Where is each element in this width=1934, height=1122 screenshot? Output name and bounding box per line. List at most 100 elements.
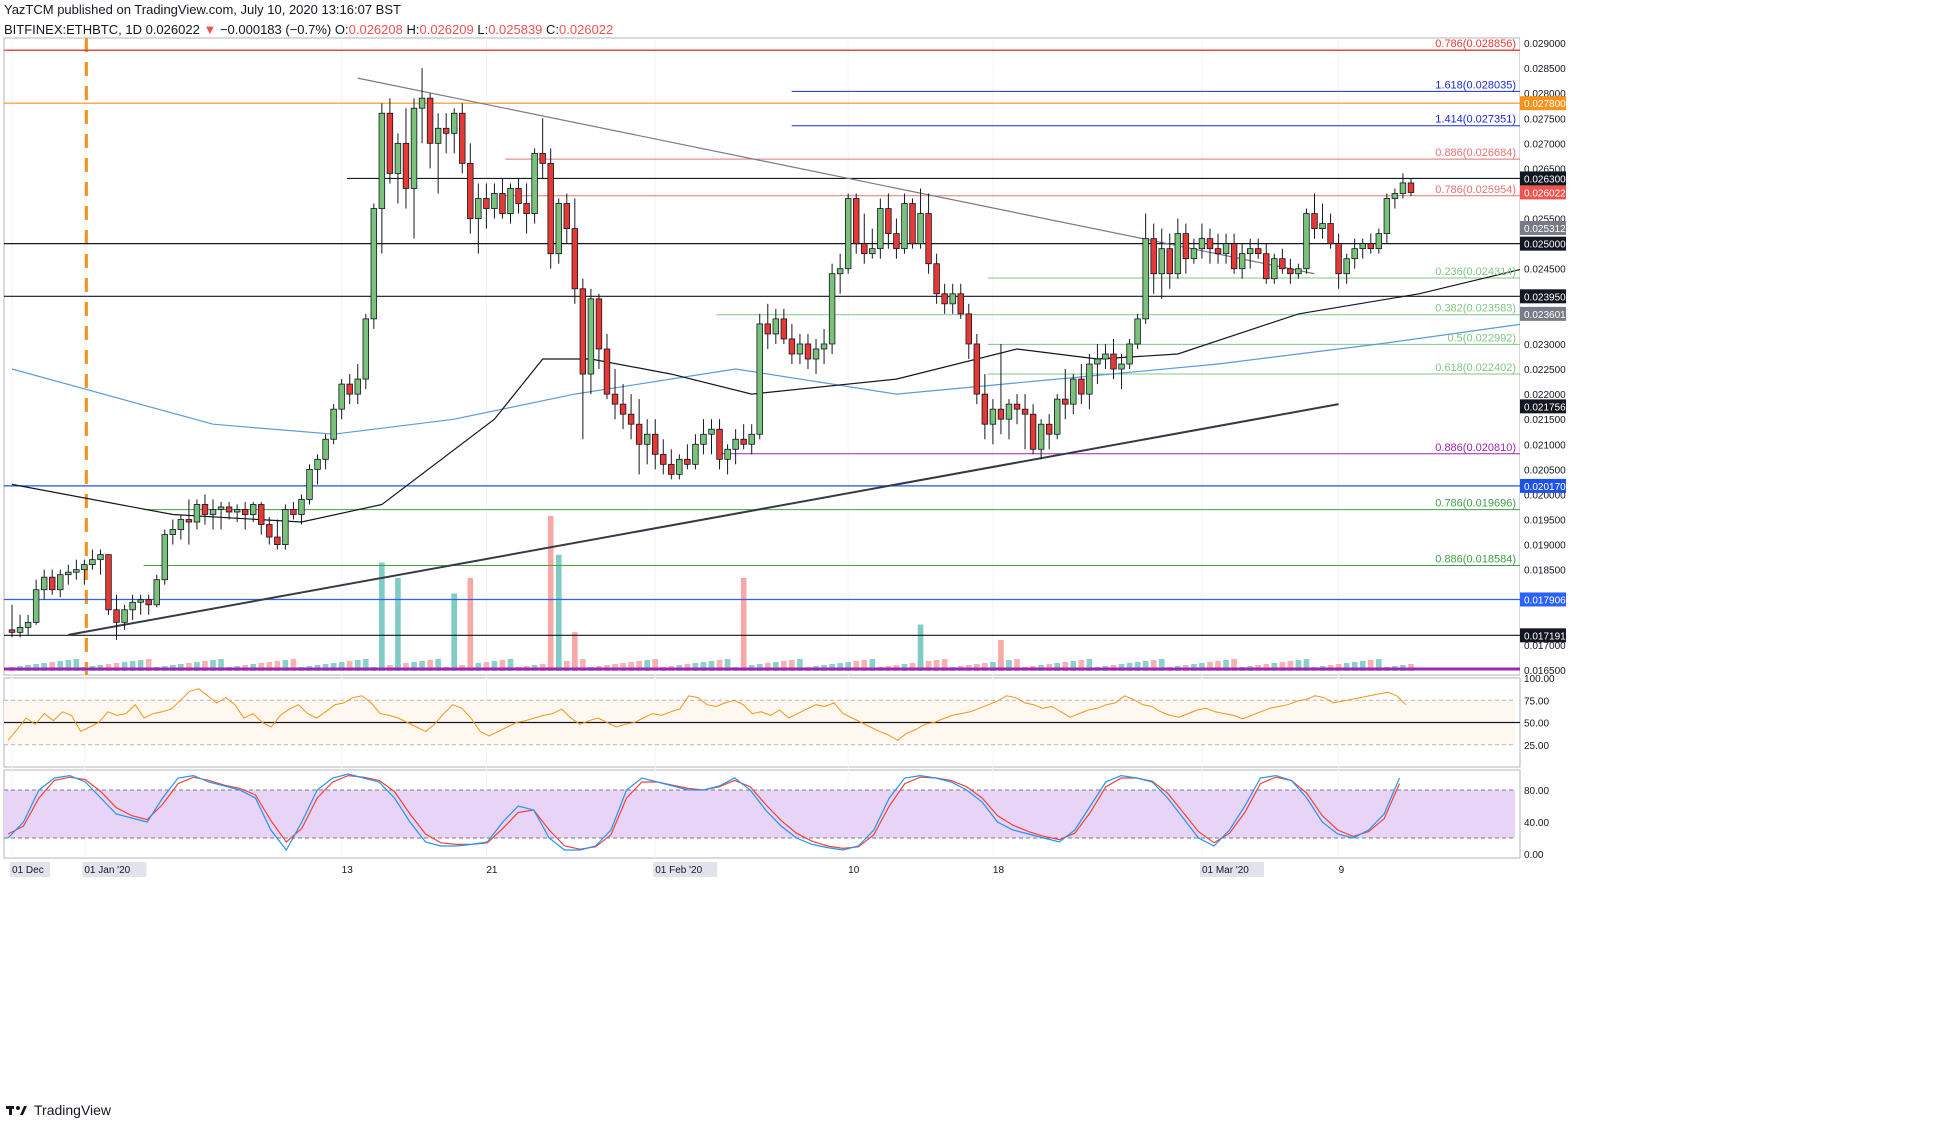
candle-body: [241, 509, 249, 515]
candle: [523, 183, 530, 234]
fib-label: 1.414(0.027351): [1435, 114, 1516, 126]
candle: [804, 333, 812, 370]
date-chip: [1199, 862, 1264, 877]
volume-bar: [1271, 663, 1278, 671]
candle-body: [1102, 353, 1109, 360]
candle: [1182, 223, 1190, 274]
volume-spike: [395, 578, 401, 671]
candle-body: [282, 509, 289, 545]
stoch-tick: 80.00: [1524, 786, 1549, 797]
volume-bar: [1199, 663, 1205, 671]
candle: [258, 501, 265, 535]
price-tag-label: 0.020170: [1524, 482, 1566, 493]
volume-bar: [137, 660, 144, 671]
candle-body: [643, 433, 651, 445]
candle-body: [1399, 182, 1407, 194]
candle-body: [24, 621, 32, 628]
candle: [1222, 233, 1230, 264]
volume-bar: [700, 662, 707, 671]
candle: [57, 569, 64, 598]
volume-bar: [716, 660, 723, 671]
symbol-label[interactable]: BITFINEX:ETHBTC, 1D: [4, 22, 142, 37]
volume-bar: [41, 663, 47, 671]
candle: [579, 278, 587, 440]
candle-body: [451, 112, 458, 134]
candle: [491, 183, 498, 219]
candle-body: [812, 348, 820, 360]
candle: [1407, 178, 1415, 196]
candle: [539, 118, 546, 179]
candle: [893, 218, 900, 259]
candle-body: [1327, 223, 1334, 245]
candle-body: [1126, 343, 1133, 365]
candle: [161, 529, 168, 585]
candle: [563, 193, 570, 244]
fib-label: 0.618(0.022402): [1435, 362, 1516, 374]
candle: [266, 517, 273, 545]
time-axis[interactable]: 01 Dec 01 Jan '20 13 21 01 Feb '20 10 18 01 Mar…: [10, 862, 1345, 877]
rsi-panel: 100.00 75.00 50.00 25.00: [4, 674, 1555, 752]
candle-body: [1359, 243, 1366, 250]
candle-body: [217, 506, 225, 510]
candle-body: [539, 152, 546, 164]
candle-body: [185, 519, 193, 523]
rsi-tick: 100.00: [1524, 674, 1555, 685]
candle-body: [925, 213, 932, 265]
volume-bar: [773, 662, 779, 671]
candle: [73, 559, 80, 580]
volume-bar: [499, 660, 506, 671]
candle: [1287, 258, 1294, 284]
candles: [8, 68, 1415, 640]
volume-bar: [1215, 661, 1221, 671]
candle: [877, 198, 884, 259]
volume-bar: [941, 659, 948, 671]
candle-body: [1190, 248, 1198, 260]
price-tag-label: 0.026022: [1524, 188, 1566, 199]
price-tick: 0.022500: [1524, 365, 1566, 376]
candle: [1238, 243, 1246, 279]
volume-bar: [1231, 659, 1237, 671]
candle: [772, 308, 780, 344]
candle: [949, 283, 956, 314]
volume-bar: [1279, 662, 1286, 671]
candle-body: [1311, 213, 1318, 229]
volume-bar: [266, 662, 273, 671]
candle: [89, 549, 96, 570]
candle-body: [893, 233, 900, 250]
volume-spike: [547, 516, 554, 671]
candle: [1054, 394, 1061, 440]
candle-body: [885, 208, 892, 235]
candle-body: [1166, 248, 1173, 275]
candle-body: [378, 112, 386, 209]
price-change: −0.000183 (−0.7%): [219, 22, 332, 37]
volume-bar: [620, 663, 626, 671]
candle-body: [724, 448, 731, 460]
candle: [434, 113, 442, 194]
candle-body: [426, 97, 434, 144]
candle: [1399, 173, 1407, 199]
candle: [97, 549, 104, 575]
trendline: [357, 77, 1315, 275]
candle: [426, 93, 434, 169]
date-chip: [82, 862, 147, 877]
candle: [1383, 193, 1391, 244]
candle: [1271, 253, 1278, 284]
candle-body: [1021, 408, 1029, 415]
candle-body: [1279, 258, 1286, 270]
volume-bar: [330, 663, 337, 671]
candle-body: [1222, 243, 1230, 255]
candle: [81, 559, 88, 585]
volume-bar: [1343, 663, 1350, 671]
price-tick: 0.028500: [1524, 64, 1566, 75]
tradingview-brand[interactable]: TradingView: [6, 1102, 111, 1118]
candle-body: [861, 243, 868, 255]
candle-body: [1078, 378, 1085, 395]
candle: [1062, 369, 1069, 420]
price-axis[interactable]: 0.029000 0.028500 0.028000 0.027500 0.027000…: [1520, 38, 1934, 677]
volume-bar: [290, 659, 297, 671]
candle-body: [322, 438, 329, 460]
price-tag-label: 0.017191: [1524, 631, 1566, 642]
price-tag-label: 0.023601: [1524, 310, 1566, 321]
candle: [515, 178, 522, 214]
